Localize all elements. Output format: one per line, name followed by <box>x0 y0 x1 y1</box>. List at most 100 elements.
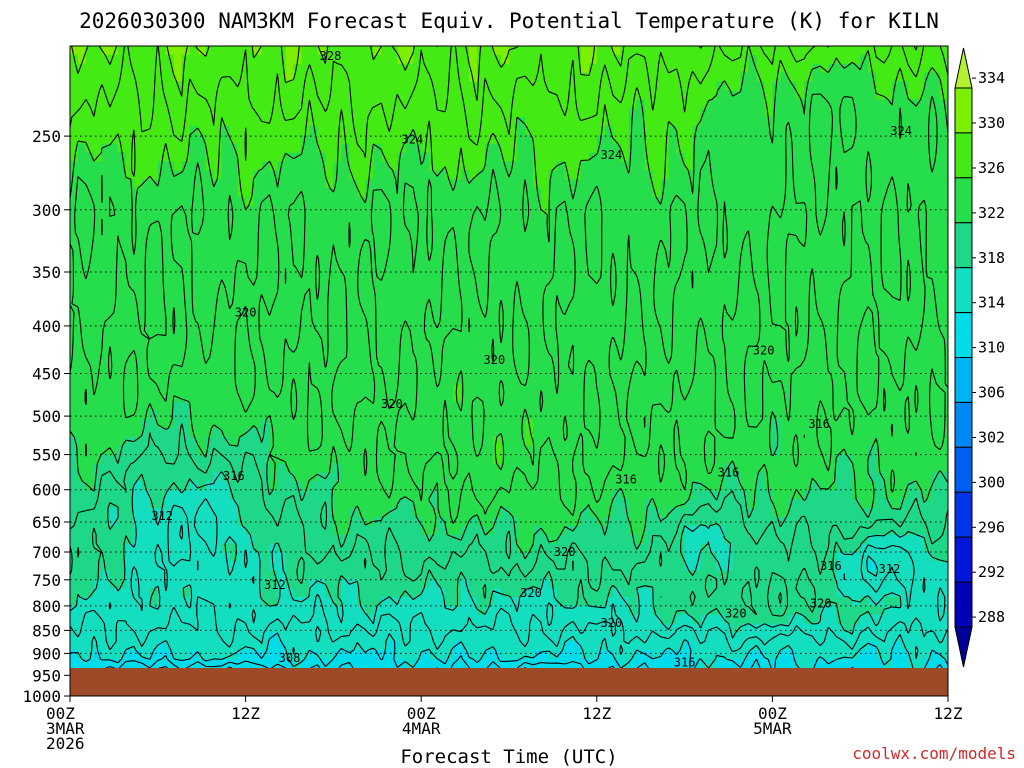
shade-cell <box>556 241 566 251</box>
shade-cell <box>884 383 893 394</box>
shade-cell <box>884 143 893 154</box>
shade-cell <box>652 134 662 145</box>
shade-cell <box>133 374 143 385</box>
shade-cell <box>445 303 454 314</box>
shade-cell <box>804 428 813 438</box>
shade-cell <box>173 436 183 447</box>
shade-cell <box>341 339 350 349</box>
shade-cell <box>341 392 350 403</box>
shade-cell <box>684 285 694 296</box>
shade-cell <box>940 392 948 403</box>
shade-cell <box>189 365 199 376</box>
shade-cell <box>876 365 885 376</box>
shade-cell <box>604 197 614 207</box>
shade-cell <box>405 197 414 207</box>
shade-cell <box>732 125 742 136</box>
shade-cell <box>117 170 127 180</box>
shade-cell <box>501 428 510 438</box>
shade-cell <box>564 250 574 260</box>
shade-cell <box>732 54 742 65</box>
shade-cell <box>70 63 79 74</box>
shade-cell <box>301 392 311 403</box>
shade-cell <box>205 321 215 331</box>
shade-cell <box>916 179 925 189</box>
shade-cell <box>173 303 183 314</box>
shade-cell <box>309 250 319 260</box>
shade-cell <box>181 330 191 340</box>
shade-cell <box>453 330 462 340</box>
shade-cell <box>716 339 726 349</box>
shade-cell <box>652 161 662 171</box>
shade-cell <box>237 250 247 260</box>
shade-cell <box>604 108 614 118</box>
shade-cell <box>317 223 327 234</box>
shade-cell <box>900 108 909 118</box>
shade-cell <box>157 72 167 83</box>
shade-cell <box>453 348 462 358</box>
shade-cell <box>229 294 239 305</box>
shade-cell <box>309 214 319 225</box>
shade-cell <box>860 81 869 92</box>
shade-cell <box>772 197 781 207</box>
shade-cell <box>93 108 103 118</box>
shade-cell <box>237 90 247 100</box>
shade-cell <box>277 223 287 234</box>
shade-cell <box>548 197 558 207</box>
shade-cell <box>437 125 446 136</box>
shade-cell <box>261 99 271 109</box>
shade-cell <box>668 90 678 100</box>
shade-cell <box>684 268 694 278</box>
shade-cell <box>708 108 718 118</box>
shade-cell <box>516 268 526 278</box>
shade-cell <box>772 143 781 154</box>
shade-cell <box>189 410 199 420</box>
shade-cell <box>588 268 598 278</box>
shade-cell <box>804 125 813 136</box>
shade-cell <box>277 339 287 349</box>
shade-cell <box>357 81 366 92</box>
shade-cell <box>668 268 678 278</box>
shade-cell <box>381 179 390 189</box>
shade-cell <box>485 54 494 65</box>
shade-cell <box>501 223 510 234</box>
shade-cell <box>285 99 295 109</box>
shade-cell <box>317 348 327 358</box>
shade-cell <box>836 214 845 225</box>
shade-cell <box>860 303 869 314</box>
shade-cell <box>77 197 87 207</box>
shade-cell <box>181 357 191 367</box>
shade-cell <box>820 72 829 83</box>
shade-cell <box>213 63 223 74</box>
shade-cell <box>421 277 430 287</box>
shade-cell <box>157 54 167 65</box>
shade-cell <box>884 152 893 163</box>
shade-cell <box>309 285 319 296</box>
shade-cell <box>692 428 702 438</box>
shade-cell <box>381 410 390 420</box>
shade-cell <box>740 81 750 92</box>
shade-cell <box>644 357 654 367</box>
shade-cell <box>221 63 231 74</box>
shade-cell <box>501 294 510 305</box>
shade-cell <box>620 365 630 376</box>
shade-cell <box>77 445 87 456</box>
shade-cell <box>221 108 231 118</box>
shade-cell <box>173 232 183 243</box>
shade-cell <box>85 170 95 180</box>
shade-cell <box>261 81 271 92</box>
shade-cell <box>389 223 398 234</box>
shade-cell <box>93 188 103 198</box>
shade-cell <box>189 72 199 83</box>
shade-cell <box>133 348 143 358</box>
shade-cell <box>836 268 845 278</box>
shade-cell <box>724 330 734 340</box>
shade-cell <box>532 205 542 216</box>
shade-cell <box>277 241 287 251</box>
shade-cell <box>381 63 390 74</box>
shade-cell <box>421 232 430 243</box>
shade-cell <box>213 125 223 136</box>
shade-cell <box>117 357 127 367</box>
shade-cell <box>277 117 287 127</box>
shade-cell <box>780 179 789 189</box>
shade-cell <box>852 46 861 56</box>
